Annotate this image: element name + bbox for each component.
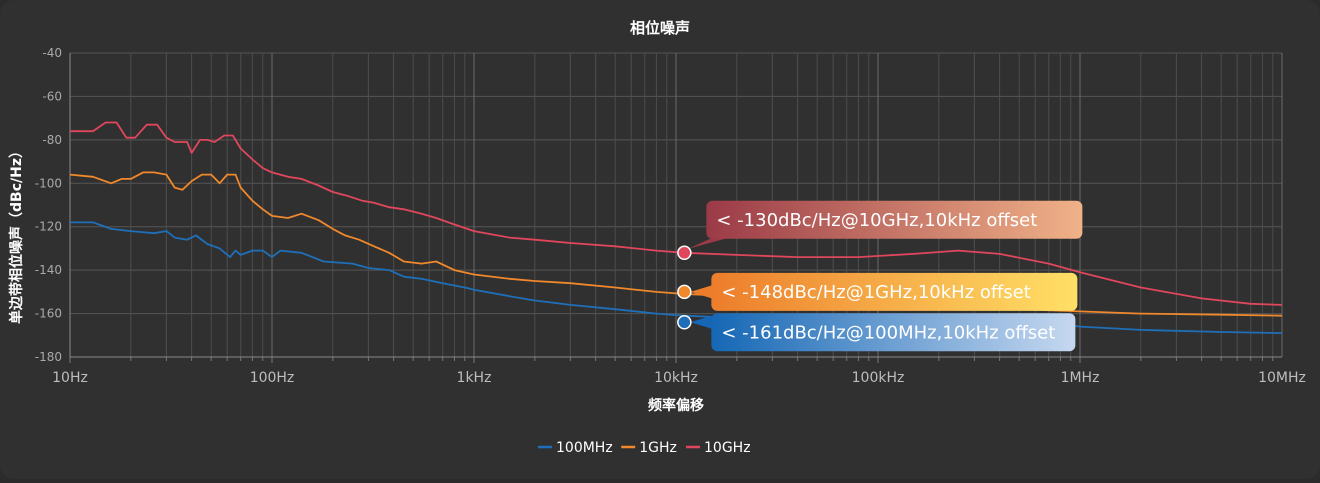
y-tick-label: -180 <box>35 350 62 364</box>
annotation-label: < -161dBc/Hz@100MHz,10kHz offset <box>721 322 1055 343</box>
legend-item-100MHz: 100MHz <box>556 440 613 456</box>
y-tick-label: -160 <box>35 307 62 321</box>
annotation-marker <box>677 245 692 261</box>
annotation-box <box>711 313 1076 352</box>
annotation-box <box>706 200 1083 239</box>
series-line-10GHz <box>70 121 1283 306</box>
legend: 100MHz 1GHz 10GHz <box>538 440 751 456</box>
annotation-box <box>711 272 1078 311</box>
grid <box>69 52 1283 363</box>
annotations: < -130dBc/Hz@10GHz,10kHz offset < -148dBc… <box>677 200 1083 352</box>
chart-title: 相位噪声 <box>630 19 690 37</box>
annotation-label: < -148dBc/Hz@1GHz,10kHz offset <box>721 282 1030 303</box>
y-axis-ticks: -40 -60 -80 -100 -120 -140 -160 -180 <box>35 46 62 364</box>
annotation-marker <box>677 284 692 300</box>
annotation-pointer <box>688 236 733 249</box>
y-tick-label: -60 <box>42 89 62 103</box>
x-axis-label: 频率偏移 <box>648 397 704 414</box>
y-tick-label: -80 <box>42 133 62 147</box>
annotation-pointer <box>690 315 714 330</box>
y-tick-label: -100 <box>35 176 62 190</box>
x-tick-label: 1kHz <box>457 370 492 386</box>
y-axis-label: 单边带相位噪声（dBc/Hz） <box>8 144 25 324</box>
x-tick-label: 10Hz <box>52 370 88 386</box>
annotation-label: < -130dBc/Hz@10GHz,10kHz offset <box>716 210 1037 231</box>
x-tick-label: 100Hz <box>250 370 295 386</box>
x-tick-label: 10kHz <box>654 370 698 386</box>
annotation-marker <box>677 315 692 330</box>
x-tick-label: 1MHz <box>1061 370 1100 386</box>
y-tick-label: -40 <box>42 46 62 60</box>
annotation-pointer <box>690 284 714 299</box>
y-tick-label: -120 <box>35 220 62 234</box>
x-tick-label: 100kHz <box>852 370 905 386</box>
x-tick-label: 10MHz <box>1258 370 1306 386</box>
legend-item-10GHz: 10GHz <box>704 440 751 456</box>
legend-item-1GHz: 1GHz <box>639 440 677 456</box>
y-tick-label: -140 <box>35 263 62 277</box>
x-axis-ticks: 10Hz 100Hz 1kHz 10kHz 100kHz 1MHz 10MHz <box>52 370 1306 386</box>
